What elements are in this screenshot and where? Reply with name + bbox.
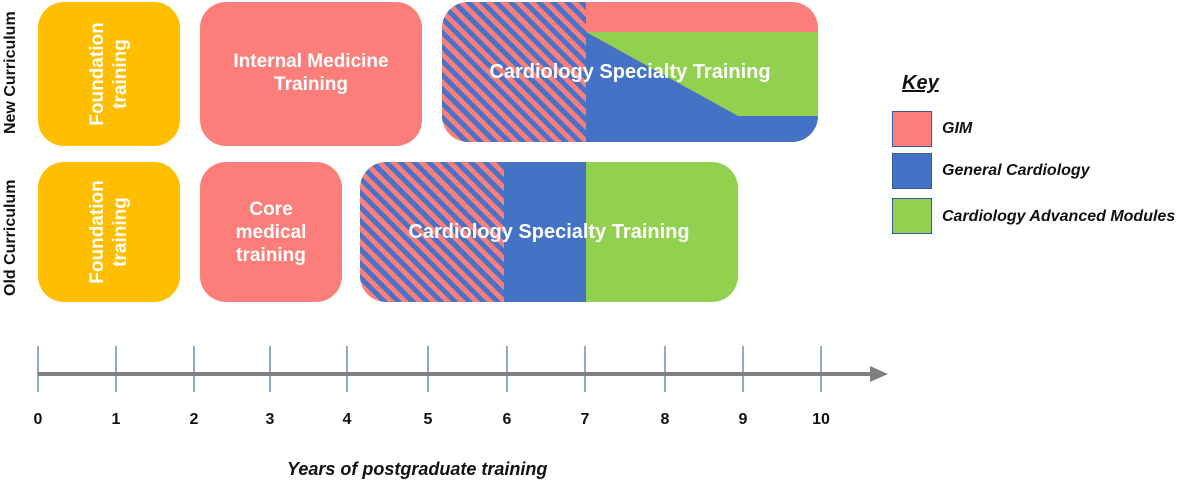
new-foundation-text: Foundation training bbox=[86, 19, 132, 129]
axis-tick-label: 10 bbox=[812, 411, 830, 428]
key-title: Key bbox=[902, 72, 939, 94]
core-medical-label: Core medical training bbox=[235, 199, 307, 267]
old-specialty-advanced-segment bbox=[586, 162, 738, 302]
old-specialty-gim-hatch bbox=[360, 162, 504, 302]
key-gim-swatch bbox=[892, 111, 932, 147]
old-foundation-label: Foundation training bbox=[86, 180, 131, 284]
axis-tick-label: 5 bbox=[423, 411, 433, 428]
axis-tick-label: 7 bbox=[580, 411, 590, 428]
key-general-cardiology-label: General Cardiology bbox=[942, 162, 1090, 179]
key-advanced-modules-label: Cardiology Advanced Modules bbox=[942, 208, 1176, 225]
old-specialty-box: Cardiology Specialty Training bbox=[360, 162, 738, 302]
internal-medicine-label: Internal Medicine Training bbox=[233, 51, 389, 96]
axis-title: Years of postgraduate training bbox=[287, 459, 548, 479]
axis-tick-label: 2 bbox=[189, 411, 199, 428]
axis-tick-label: 8 bbox=[660, 411, 670, 428]
new-specialty-split-chart bbox=[586, 2, 818, 142]
timeline-axis bbox=[37, 346, 888, 392]
axis-tick-label: 9 bbox=[738, 411, 748, 428]
key-general-cardiology-swatch bbox=[892, 153, 932, 189]
new-foundation-box: Foundation training bbox=[38, 2, 180, 146]
core-medical-box: Core medical training bbox=[200, 162, 342, 302]
timeline-arrowhead bbox=[870, 366, 888, 382]
old-specialty-label: Cardiology Specialty Training bbox=[408, 221, 690, 243]
old-specialty-cardiology-segment bbox=[504, 162, 586, 302]
old-foundation-text: Foundation training bbox=[86, 177, 132, 287]
new-specialty-advanced-segment bbox=[586, 32, 818, 116]
new-specialty-cardiology-segment bbox=[586, 32, 818, 142]
old-curriculum-label: Old Curriculum bbox=[2, 179, 19, 296]
axis-tick-label: 3 bbox=[265, 411, 275, 428]
new-specialty-box: Cardiology Specialty Training bbox=[442, 2, 818, 142]
new-specialty-gim-hatch bbox=[442, 2, 586, 142]
new-specialty-label: Cardiology Specialty Training bbox=[489, 61, 771, 83]
key-gim-label: GIM bbox=[942, 120, 973, 137]
old-foundation-box: Foundation training bbox=[38, 162, 180, 302]
new-curriculum-label: New Curriculum bbox=[2, 11, 19, 134]
axis-tick-label: 6 bbox=[502, 411, 512, 428]
axis-tick-label: 1 bbox=[111, 411, 121, 428]
key-advanced-modules-swatch bbox=[892, 198, 932, 234]
axis-tick-label: 4 bbox=[342, 411, 352, 428]
axis-tick-label: 0 bbox=[33, 411, 43, 428]
internal-medicine-box: Internal Medicine Training bbox=[200, 2, 422, 146]
new-foundation-label: Foundation training bbox=[86, 22, 131, 126]
